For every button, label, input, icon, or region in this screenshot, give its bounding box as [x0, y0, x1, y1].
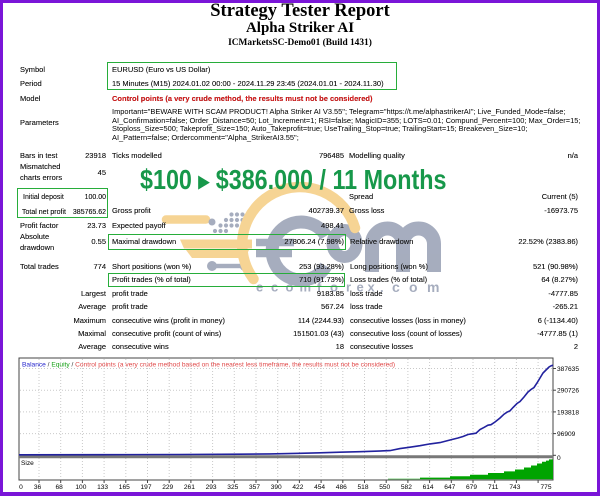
- svg-text:0: 0: [557, 455, 561, 462]
- svg-text:c: c: [271, 280, 278, 295]
- svg-text:m: m: [300, 280, 312, 295]
- svg-text:c: c: [392, 279, 400, 295]
- svg-text:197: 197: [140, 484, 151, 491]
- svg-text:582: 582: [401, 484, 412, 491]
- svg-text:647: 647: [444, 484, 455, 491]
- svg-text:68: 68: [56, 484, 64, 491]
- svg-text:f: f: [317, 280, 322, 295]
- svg-text:390: 390: [271, 484, 282, 491]
- svg-text:e: e: [256, 280, 263, 295]
- svg-text:743: 743: [509, 484, 520, 491]
- svg-text:100: 100: [75, 484, 86, 491]
- svg-text:165: 165: [119, 484, 130, 491]
- svg-text:614: 614: [423, 484, 434, 491]
- svg-text:454: 454: [314, 484, 325, 491]
- svg-text:357: 357: [249, 484, 260, 491]
- svg-text:o: o: [409, 279, 418, 295]
- svg-text:m: m: [427, 279, 439, 295]
- svg-text:387635: 387635: [557, 366, 579, 373]
- svg-text:36: 36: [34, 484, 42, 491]
- svg-text:.: .: [380, 280, 384, 295]
- svg-text:o: o: [286, 280, 294, 295]
- svg-text:e: e: [357, 280, 364, 295]
- svg-text:711: 711: [488, 484, 499, 491]
- svg-text:133: 133: [97, 484, 108, 491]
- svg-text:Balance / Equity / Control poi: Balance / Equity / Control points (a ver…: [22, 362, 395, 369]
- svg-text:193818: 193818: [557, 409, 579, 416]
- svg-text:422: 422: [292, 484, 303, 491]
- svg-text:o: o: [330, 280, 338, 295]
- svg-text:x: x: [368, 280, 376, 295]
- svg-text:325: 325: [227, 484, 238, 491]
- svg-text:229: 229: [162, 484, 173, 491]
- svg-text:486: 486: [336, 484, 347, 491]
- svg-text:290726: 290726: [557, 388, 579, 395]
- svg-text:679: 679: [466, 484, 477, 491]
- svg-text:550: 550: [379, 484, 390, 491]
- svg-text:775: 775: [540, 484, 551, 491]
- svg-text:293: 293: [206, 484, 217, 491]
- svg-text:96909: 96909: [557, 431, 576, 438]
- svg-text:0: 0: [19, 484, 23, 491]
- svg-text:Size: Size: [21, 460, 34, 467]
- svg-text:518: 518: [357, 484, 368, 491]
- svg-text:r: r: [346, 280, 351, 295]
- svg-text:261: 261: [184, 484, 195, 491]
